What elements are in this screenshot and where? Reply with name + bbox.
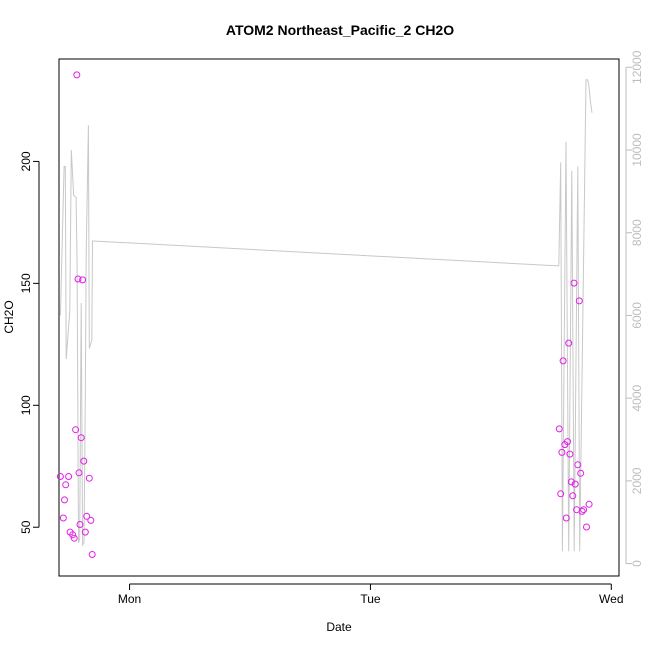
data-point	[564, 438, 571, 446]
data-point	[567, 478, 575, 486]
data-point	[65, 473, 73, 480]
data-point	[558, 448, 566, 456]
data-point	[74, 275, 82, 283]
y-tick-label: 200	[19, 151, 33, 171]
data-point	[577, 469, 585, 477]
y-tick-label: 50	[19, 520, 33, 534]
data-point	[77, 434, 85, 442]
data-point	[566, 450, 574, 458]
data-point	[75, 469, 83, 477]
data-point	[580, 506, 588, 514]
x-tick-label: Tue	[360, 592, 381, 606]
data-point	[569, 492, 577, 500]
data-point	[61, 496, 68, 504]
data-point	[79, 276, 87, 284]
data-point	[62, 481, 70, 489]
data-point	[59, 514, 67, 522]
data-point	[80, 457, 88, 465]
data-point	[69, 531, 77, 539]
y2-tick-label: 6000	[630, 302, 644, 329]
data-point	[555, 425, 563, 433]
y-tick-label: 100	[19, 395, 33, 415]
y2-tick-label: 0	[630, 560, 644, 567]
data-point	[557, 490, 565, 498]
plot-frame	[58, 58, 620, 577]
y2-tick-label: 12000	[630, 50, 644, 84]
y2-tick-label: 8000	[630, 219, 644, 246]
data-point	[88, 551, 96, 558]
y2-tick-label: 2000	[630, 467, 644, 494]
data-point	[570, 279, 578, 287]
y2-tick-label: 10000	[630, 133, 644, 167]
y-tick-label: 150	[19, 273, 33, 293]
x-axis-label: Date	[326, 620, 352, 634]
y-axis-label: CH2O	[2, 300, 16, 333]
data-point	[583, 523, 590, 531]
data-point	[575, 297, 583, 305]
data-point	[85, 474, 93, 482]
data-point	[574, 461, 582, 469]
data-point	[571, 480, 579, 488]
data-point	[578, 507, 586, 515]
secondary-series-line	[59, 79, 593, 552]
data-point	[73, 71, 81, 79]
data-point	[56, 473, 64, 480]
data-point	[72, 426, 80, 434]
data-point	[70, 534, 78, 542]
data-point	[76, 521, 84, 528]
x-tick-label: Mon	[118, 592, 141, 606]
x-tick-label: Wed	[599, 592, 623, 606]
chart-title: ATOM2 Northeast_Pacific_2 CH2O	[226, 22, 454, 38]
data-point	[565, 339, 573, 347]
data-point	[559, 357, 567, 365]
data-point	[83, 512, 91, 520]
data-point	[87, 516, 95, 524]
data-point	[562, 514, 570, 522]
data-point	[81, 528, 89, 536]
y2-tick-label: 4000	[630, 384, 644, 411]
data-point	[585, 500, 593, 508]
